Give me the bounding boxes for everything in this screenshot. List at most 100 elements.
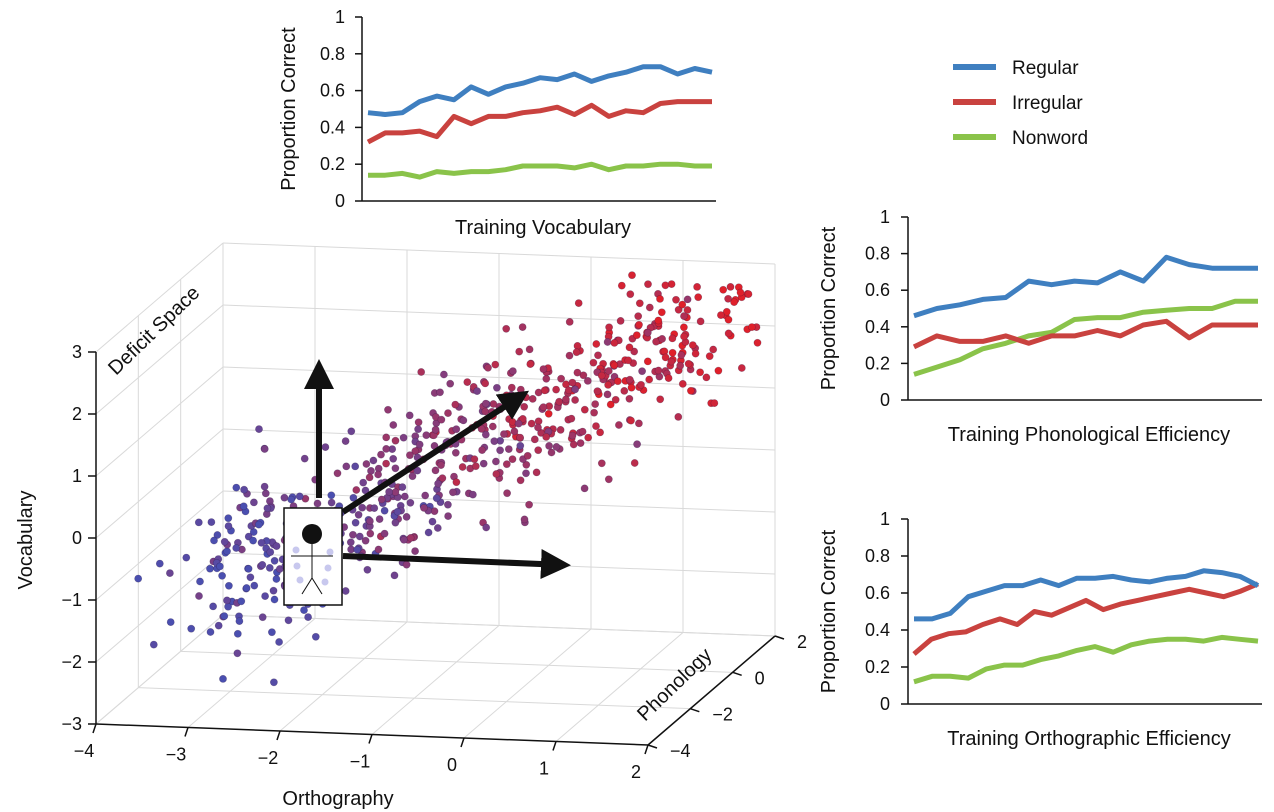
scatter-point xyxy=(232,544,241,552)
scatter-point xyxy=(736,288,745,297)
legend-item-irregular: Irregular xyxy=(953,93,1083,114)
grid-line xyxy=(95,242,224,353)
scatter-point xyxy=(674,412,683,421)
scatter-point xyxy=(452,425,461,434)
scatter-point xyxy=(433,524,442,532)
scatter-point xyxy=(656,395,665,404)
y-tick-label: 0.2 xyxy=(865,353,890,373)
series-line-irregular xyxy=(366,99,712,145)
scatter-point xyxy=(603,338,612,346)
scatter-point xyxy=(355,532,364,541)
scatter-point xyxy=(676,361,685,370)
scatter-point xyxy=(258,613,267,622)
scatter-point xyxy=(443,500,452,509)
scatter-point xyxy=(683,295,692,304)
scatter-point xyxy=(213,531,222,539)
scatter-point xyxy=(624,356,633,365)
y-tick-label: 0.6 xyxy=(865,583,890,603)
scatter-point xyxy=(267,628,276,637)
scatter-point xyxy=(678,300,687,309)
legend: Regular Irregular Nonword xyxy=(953,58,1088,149)
y-tick-label: 0.4 xyxy=(865,317,890,337)
scatter-point xyxy=(382,459,390,468)
scatter-point xyxy=(380,529,389,538)
scatter-point xyxy=(398,483,407,491)
x-tick-mark xyxy=(368,734,373,744)
phonology-tick-label: 0 xyxy=(755,668,765,688)
scatter-point xyxy=(572,348,581,357)
scatter-point xyxy=(620,386,629,395)
scatter-point xyxy=(753,338,762,347)
vocabulary-tick-label: −2 xyxy=(61,652,82,672)
scatter-point xyxy=(333,469,342,478)
scatter-point xyxy=(257,538,266,547)
scatter-point xyxy=(420,503,428,512)
vocabulary-axis-label: Vocabulary xyxy=(15,491,37,590)
scatter-point xyxy=(239,502,248,511)
y-tick-mark xyxy=(690,707,700,713)
scatter-point xyxy=(377,450,385,459)
scatter-point xyxy=(571,385,579,394)
scatter-point xyxy=(573,368,582,377)
scatter-point xyxy=(605,323,613,332)
scatter-point xyxy=(209,602,217,611)
scatter-point xyxy=(249,536,257,545)
scatter-point xyxy=(565,317,574,326)
scatter-point xyxy=(434,479,442,488)
orthography-arrow xyxy=(342,549,571,580)
scatter-point xyxy=(544,409,553,418)
grid-line xyxy=(222,490,776,513)
scatter-point xyxy=(444,409,452,417)
scatter-point xyxy=(627,383,636,392)
grid-line xyxy=(371,625,500,735)
scatter-point xyxy=(696,317,705,326)
scatter-point xyxy=(382,444,391,453)
scatter-point xyxy=(705,352,714,361)
scatter-point xyxy=(391,464,400,473)
scatter-point xyxy=(502,460,511,469)
scatter-point xyxy=(717,311,725,319)
scatter-point xyxy=(658,334,666,343)
scatter-point xyxy=(266,548,275,556)
scatter-point xyxy=(481,399,490,408)
scatter-point xyxy=(351,462,360,471)
scatter-point xyxy=(481,430,490,439)
scatter-point xyxy=(399,433,408,442)
vocabulary-line-chart: 0 0.2 0.4 0.6 0.8 1 Proportion Correct Training… xyxy=(278,7,716,239)
scatter-point xyxy=(432,494,441,503)
y-tick-label: 0.8 xyxy=(865,546,890,566)
scatter-point xyxy=(522,460,531,469)
scatter-point xyxy=(347,427,356,436)
scatter-point xyxy=(452,478,461,487)
scatter-point xyxy=(667,357,676,366)
scatter-point xyxy=(393,507,402,516)
scatter-point xyxy=(552,385,560,394)
scatter-point xyxy=(510,427,519,436)
deficit-space-title: Deficit Space xyxy=(104,282,204,380)
grid-line xyxy=(95,428,224,539)
scatter-point xyxy=(244,564,253,573)
vocabulary-tick-label: 0 xyxy=(72,528,82,548)
scatter-point xyxy=(509,367,517,375)
scatter-point xyxy=(451,400,460,409)
orthography-tick-label: 2 xyxy=(631,762,641,782)
scatter-point xyxy=(611,395,620,404)
scatter-point xyxy=(633,440,641,449)
scatter-point xyxy=(490,437,499,446)
scatter-point xyxy=(237,597,246,606)
y-tick-label: 1 xyxy=(335,7,345,27)
scatter-point xyxy=(724,329,733,338)
legend-label-irregular: Irregular xyxy=(1012,93,1083,114)
scatter-point xyxy=(525,500,533,509)
scatter-point xyxy=(405,411,414,420)
vocabulary-tick-label: 2 xyxy=(72,404,82,424)
scatter-point xyxy=(233,649,242,658)
scatter-point xyxy=(678,379,687,388)
scatter-point xyxy=(516,433,524,442)
orthography-tick-label: −4 xyxy=(74,741,95,761)
scatter-point xyxy=(526,360,535,368)
y-tick-label: 0 xyxy=(880,390,890,410)
scatter-point xyxy=(155,559,164,568)
deficit-dimension-arrows xyxy=(304,359,571,580)
